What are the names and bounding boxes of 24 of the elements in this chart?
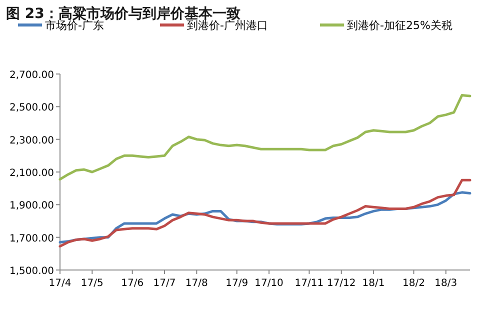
- x-tick-label: 17/10: [254, 278, 284, 289]
- line-series: [58, 178, 472, 248]
- x-tick-label: 17/8: [185, 278, 208, 289]
- y-tick-label: 1,700.00: [9, 233, 54, 244]
- y-tick-label: 2,100.00: [9, 168, 54, 179]
- x-tick-label: 17/12: [326, 278, 356, 289]
- x-tick-label: 18/1: [362, 278, 385, 289]
- x-tick-label: 17/4: [48, 278, 72, 289]
- y-tick-label: 1,900.00: [9, 200, 54, 212]
- x-tick-label: 17/6: [121, 278, 144, 289]
- x-tick-label: 17/7: [153, 278, 176, 289]
- x-tick-label: 17/11: [294, 278, 324, 289]
- y-tick-label: 2,500.00: [9, 102, 54, 114]
- x-tick-label: 17/9: [226, 278, 248, 289]
- y-tick-label: 2,700.00: [9, 70, 54, 81]
- y-tick-label: 1,500.00: [9, 266, 54, 277]
- x-tick-label: 18/2: [402, 278, 425, 289]
- x-tick-label: 18/3: [434, 278, 458, 289]
- legend-label: 到港价-加征25%关税: [347, 19, 452, 32]
- legend-label: 到港价-广州港口: [187, 19, 268, 32]
- x-tick-label: 17/5: [80, 278, 104, 289]
- line-series: [58, 94, 472, 181]
- y-tick-label: 2,300.00: [9, 135, 54, 146]
- legend-label: 市场价-广东: [45, 19, 104, 32]
